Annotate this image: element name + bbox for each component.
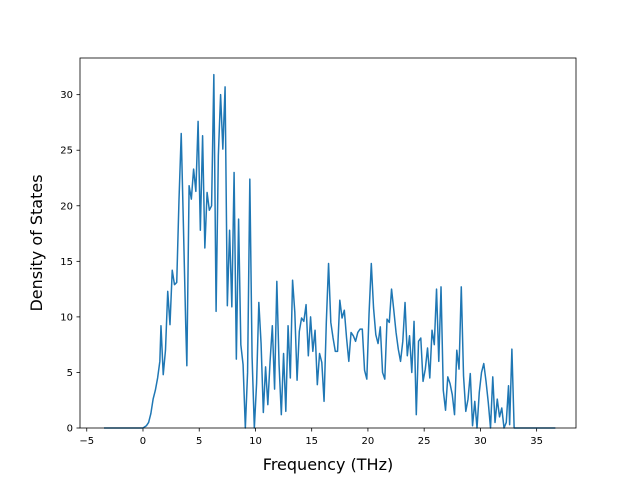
y-tick-label: 10 [60,312,73,323]
y-tick-label: 25 [60,146,73,157]
y-tick-label: 30 [60,90,73,101]
x-axis-label: Frequency (THz) [263,455,393,474]
x-tick-label: 30 [474,436,487,447]
x-tick-label: 35 [530,436,543,447]
x-tick-label: −5 [79,436,94,447]
y-tick-label: 20 [60,201,73,212]
y-tick-label: 5 [67,368,73,379]
x-axis-ticks: −5 0 5 10 15 20 25 30 35 [79,428,543,447]
x-tick-label: 0 [140,436,146,447]
series-line-dos [103,73,556,429]
x-tick-label: 20 [362,436,375,447]
x-tick-label: 25 [418,436,431,447]
x-tick-label: 10 [249,436,262,447]
y-axis-label: Density of States [27,174,46,311]
y-tick-label: 15 [60,257,73,268]
plot-area [80,58,576,428]
y-tick-label: 0 [67,424,73,435]
y-axis-ticks: 0 5 10 15 20 25 30 [60,90,80,435]
x-tick-label: 5 [196,436,202,447]
plot-frame [79,57,577,429]
x-tick-label: 15 [305,436,318,447]
